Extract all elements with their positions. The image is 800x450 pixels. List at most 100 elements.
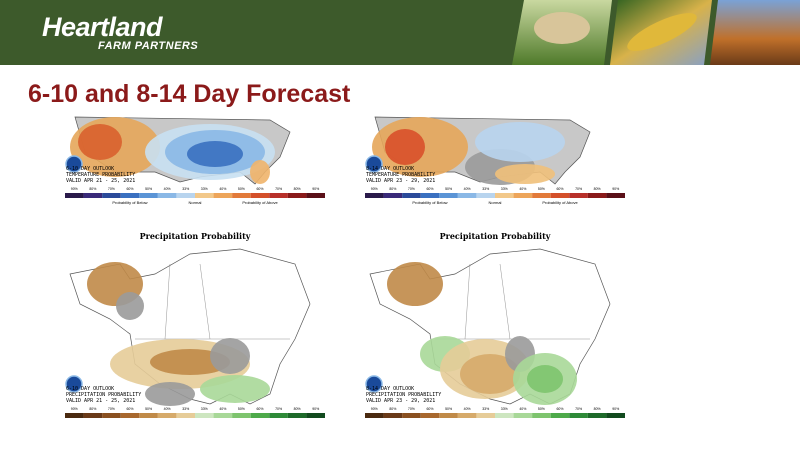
legend-label: 40% xyxy=(519,187,526,191)
legend-swatch xyxy=(402,413,421,418)
noaa-logo xyxy=(65,375,83,393)
legend-swatch xyxy=(587,193,607,198)
legend-swatch xyxy=(102,413,121,418)
legend-label: 33% xyxy=(501,187,508,191)
legend-label: 40% xyxy=(164,187,171,191)
legend-label: 50% xyxy=(538,187,545,191)
legend-swatch xyxy=(439,413,458,418)
noaa-logo xyxy=(365,375,383,393)
forecast-panel: Precipitation Probability 6-10 DAY OUTLOO… xyxy=(65,232,325,418)
legend-label: 80% xyxy=(294,407,301,411)
legend-label: 33% xyxy=(182,187,189,191)
legend-swatch xyxy=(157,413,177,418)
legend-swatch xyxy=(365,193,384,198)
legend-swatch xyxy=(383,193,403,198)
legend-swatch xyxy=(287,193,307,198)
probability-area xyxy=(116,292,144,320)
legend-label: 40% xyxy=(519,407,526,411)
legend-swatch xyxy=(420,193,440,198)
legend-label: 70% xyxy=(408,407,415,411)
legend-swatch xyxy=(195,193,214,198)
legend-swatch xyxy=(176,413,195,418)
valid-label: VALID APR 23 - 29, 2021 xyxy=(366,398,435,404)
legend-label: 80% xyxy=(594,407,601,411)
probability-area xyxy=(385,129,425,165)
legend-swatch xyxy=(139,413,158,418)
legend-swatch xyxy=(139,193,158,198)
logo: Heartland xyxy=(42,12,163,42)
legend-swatch xyxy=(176,193,195,198)
borders xyxy=(135,263,290,340)
legend-label: 40% xyxy=(464,407,471,411)
product-label: TEMPERATURE PROBABILITY xyxy=(366,172,435,178)
legend-label: 70% xyxy=(108,407,115,411)
legend-swatch xyxy=(120,413,140,418)
legend-swatch xyxy=(83,193,103,198)
probability-area xyxy=(250,160,270,184)
legend-swatch xyxy=(476,413,495,418)
map xyxy=(65,116,291,185)
legend-swatch xyxy=(232,193,251,198)
probability-area xyxy=(495,164,555,184)
legend-label: 33% xyxy=(482,187,489,191)
product-label: TEMPERATURE PROBABILITY xyxy=(66,172,135,178)
legend-label: 50% xyxy=(145,407,152,411)
legend-swatch xyxy=(532,193,551,198)
header-photos xyxy=(512,0,800,65)
legend-label: 40% xyxy=(464,187,471,191)
legend-label: 50% xyxy=(538,407,545,411)
legend-swatch xyxy=(102,193,121,198)
legend-swatch xyxy=(250,193,270,198)
legend-swatch xyxy=(269,193,288,198)
legend-swatch xyxy=(569,193,588,198)
normal-label: Normal xyxy=(489,200,502,205)
legend-swatch xyxy=(606,413,625,418)
legend-swatch xyxy=(495,193,514,198)
noaa-logo xyxy=(65,155,83,173)
legend-label: 80% xyxy=(89,187,96,191)
legend-swatch xyxy=(587,413,607,418)
legend-label: 60% xyxy=(426,187,433,191)
above-label: Probability of Above xyxy=(542,200,578,205)
legend-label: 33% xyxy=(182,407,189,411)
legend-swatch xyxy=(65,193,84,198)
valid-label: VALID APR 21 - 25, 2021 xyxy=(66,398,135,404)
above-label: Probability of Above xyxy=(242,200,278,205)
legend-label: 90% xyxy=(371,187,378,191)
outlook-label: 8-14 DAY OUTLOOK xyxy=(366,386,414,392)
probability-area xyxy=(210,338,250,374)
probability-area xyxy=(475,122,565,162)
probability-area xyxy=(460,354,520,394)
legend-label: 80% xyxy=(294,187,301,191)
legend-swatch xyxy=(550,413,570,418)
legend-label: 90% xyxy=(312,187,319,191)
legend-swatch xyxy=(195,413,214,418)
legend-swatch xyxy=(513,413,533,418)
legend-label: 33% xyxy=(201,407,208,411)
product-label: PRECIPITATION PROBABILITY xyxy=(366,392,441,398)
legend-swatch xyxy=(495,413,514,418)
legend-swatch xyxy=(513,193,533,198)
legend-label: 40% xyxy=(164,407,171,411)
legend-swatch xyxy=(420,413,440,418)
legend-swatch xyxy=(157,193,177,198)
probability-area xyxy=(78,124,122,160)
slide-title: 6-10 and 8-14 Day Forecast xyxy=(28,80,351,108)
legend-swatch xyxy=(365,413,384,418)
probability-area xyxy=(387,262,443,306)
legend-swatch xyxy=(457,413,477,418)
legend-label: 90% xyxy=(612,407,619,411)
legend-swatch xyxy=(569,413,588,418)
tagline: FARM PARTNERS xyxy=(98,40,199,52)
legend-label: 70% xyxy=(275,407,282,411)
legend-label: 90% xyxy=(312,407,319,411)
probability-area xyxy=(527,365,563,393)
legend-label: 33% xyxy=(482,407,489,411)
below-label: Probability of Below xyxy=(112,200,147,205)
outlook-label: 6-10 DAY OUTLOOK xyxy=(66,386,114,392)
forecast-panel: Precipitation Probability 8-14 DAY OUTLOO… xyxy=(365,232,625,418)
legend-label: 80% xyxy=(389,407,396,411)
